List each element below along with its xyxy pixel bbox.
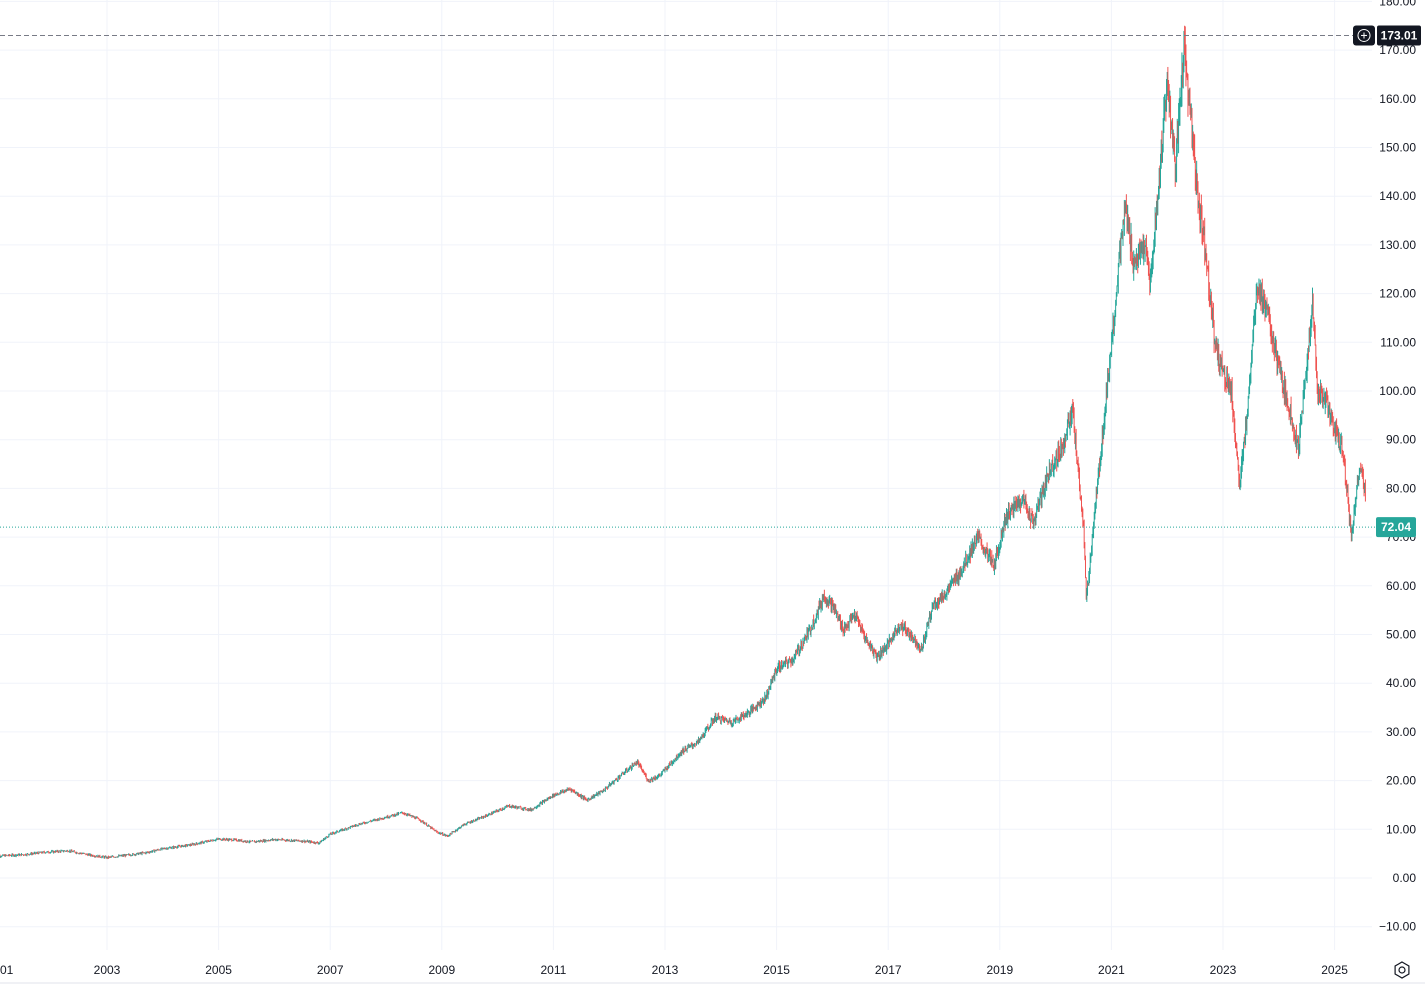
last-price-marker: 72.04 bbox=[1376, 517, 1416, 538]
y-tick-label: 90.00 bbox=[1386, 433, 1416, 447]
y-tick-label: 40.00 bbox=[1386, 676, 1416, 690]
y-tick-label: 180.00 bbox=[1379, 0, 1416, 8]
last-price-label-bg bbox=[1376, 517, 1416, 538]
y-tick-label: 60.00 bbox=[1386, 579, 1416, 593]
y-tick-label: 80.00 bbox=[1386, 481, 1416, 495]
x-tick-label: 01 bbox=[0, 963, 14, 977]
x-tick-label: 2015 bbox=[763, 963, 790, 977]
y-tick-label: 170.00 bbox=[1379, 43, 1416, 57]
x-tick-label: 2009 bbox=[428, 963, 455, 977]
x-tick-label: 2011 bbox=[540, 963, 566, 977]
y-tick-label: 110.00 bbox=[1380, 335, 1416, 349]
y-tick-label: 150.00 bbox=[1379, 141, 1416, 155]
y-tick-label: 0.00 bbox=[1393, 871, 1417, 885]
x-tick-label: 2025 bbox=[1321, 963, 1348, 977]
price-lines bbox=[0, 34, 1375, 528]
y-axis[interactable]: 180.00 170.00 160.00 150.00 140.00 130.00 120.… bbox=[1379, 0, 1416, 934]
y-tick-label: 10.00 bbox=[1386, 822, 1416, 836]
x-tick-label: 2007 bbox=[317, 963, 344, 977]
last-price-label: 72.04 bbox=[1381, 520, 1411, 534]
x-tick-label: 2005 bbox=[205, 963, 232, 977]
x-tick-label: 2017 bbox=[875, 963, 902, 977]
x-tick-label: 2003 bbox=[94, 963, 121, 977]
price-labels: 173.01 72.04 bbox=[1353, 25, 1421, 538]
y-tick-label: 30.00 bbox=[1386, 725, 1416, 739]
y-tick-label: 160.00 bbox=[1379, 92, 1416, 106]
y-tick-label: 140.00 bbox=[1379, 189, 1416, 203]
y-tick-label: −10.00 bbox=[1379, 920, 1416, 934]
high-price-label: 173.01 bbox=[1381, 28, 1418, 42]
high-price-label-bg bbox=[1377, 25, 1421, 46]
x-tick-label: 2019 bbox=[986, 963, 1013, 977]
x-tick-label: 2023 bbox=[1210, 963, 1237, 977]
y-tick-label: 100.00 bbox=[1379, 384, 1416, 398]
candles bbox=[0, 25, 1366, 860]
high-price-marker[interactable]: 173.01 bbox=[1353, 25, 1421, 46]
settings-gear-icon[interactable] bbox=[1392, 960, 1412, 980]
plus-circle-icon[interactable] bbox=[1357, 28, 1371, 42]
x-tick-label: 2021 bbox=[1098, 963, 1125, 977]
y-tick-label: 120.00 bbox=[1379, 287, 1416, 301]
x-tick-label: 2013 bbox=[652, 963, 679, 977]
y-tick-label: 50.00 bbox=[1386, 628, 1416, 642]
y-tick-label: 130.00 bbox=[1379, 238, 1416, 252]
x-axis[interactable]: 01 2003 2005 2007 2009 2011 2013 2015 2017 2019 20… bbox=[0, 963, 1348, 977]
y-tick-label: 20.00 bbox=[1386, 774, 1416, 788]
